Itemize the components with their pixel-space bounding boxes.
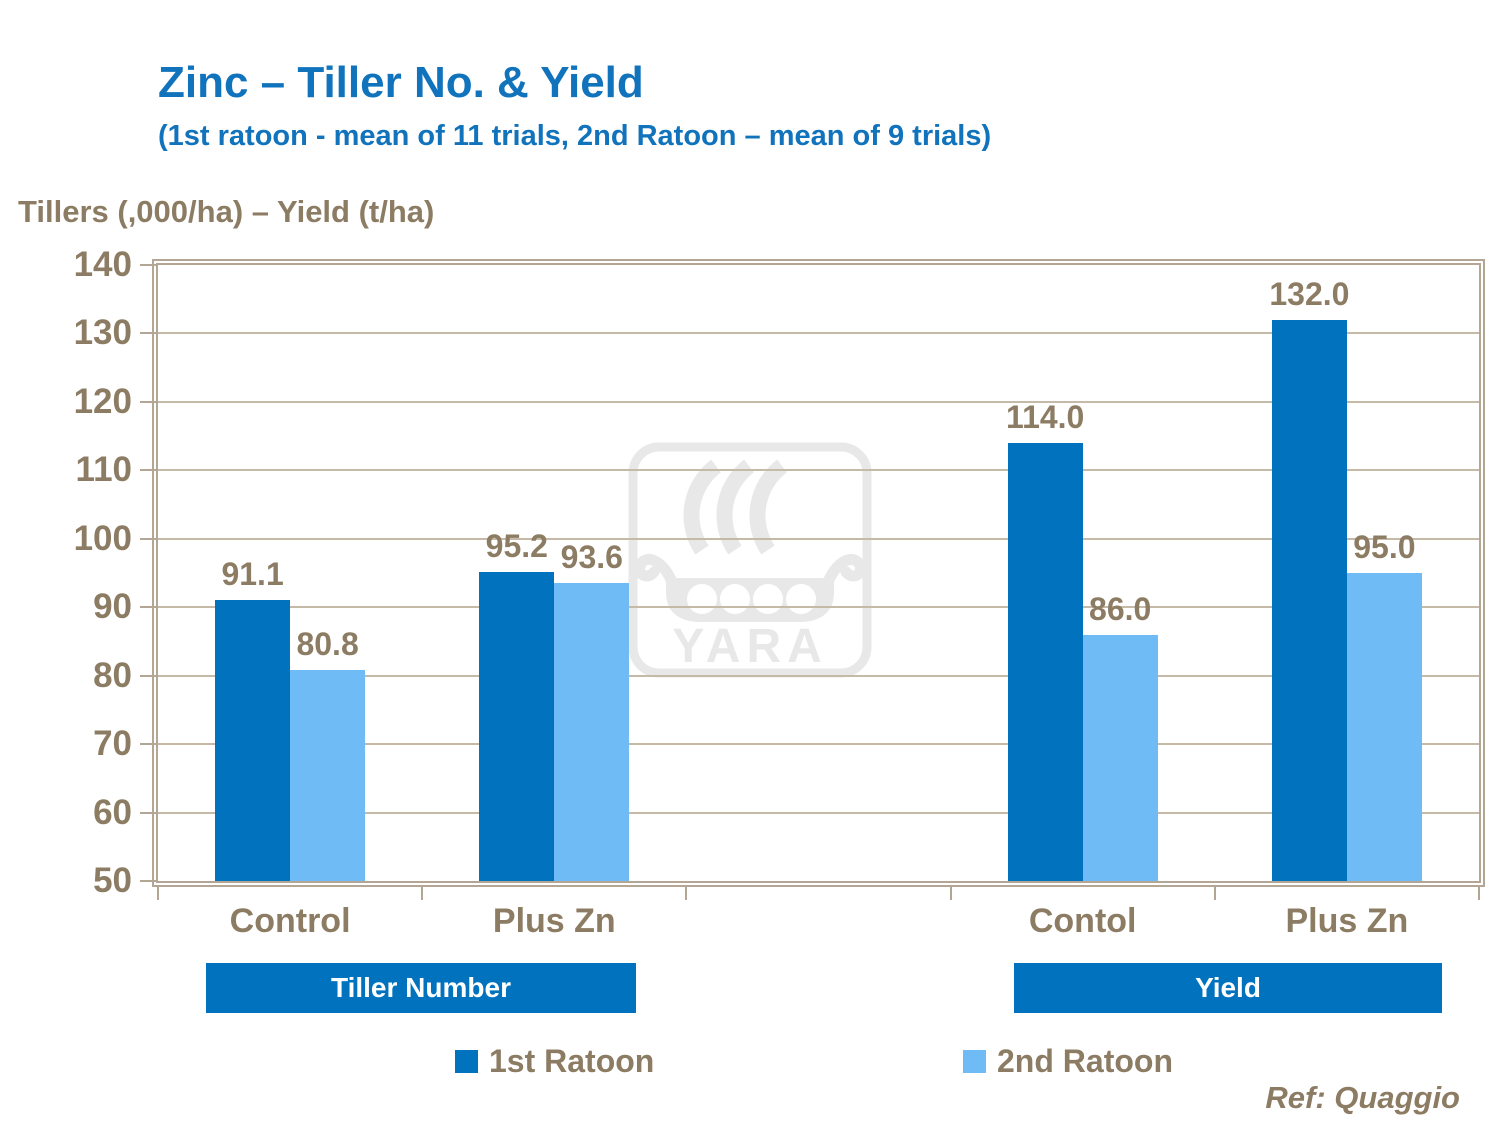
bar-1st-ratoon [215, 599, 291, 881]
x-tick-mark [949, 887, 952, 900]
y-tick-mark [140, 537, 158, 540]
gridline [158, 400, 1479, 403]
y-tick-label: 140 [73, 245, 132, 284]
page-title: Zinc – Tiller No. & Yield [158, 58, 644, 107]
y-tick-mark [140, 743, 158, 746]
bar-value-label: 91.1 [221, 555, 284, 592]
bar-1st-ratoon [1007, 442, 1083, 881]
y-axis-title: Tillers (,000/ha) – Yield (t/ha) [18, 194, 435, 229]
y-tick-label: 100 [73, 518, 132, 558]
gridline [158, 606, 1479, 609]
bar-2nd-ratoon [554, 582, 630, 881]
reference-text: Ref: Quaggio [1265, 1080, 1460, 1115]
watermark-border [628, 442, 872, 678]
category-label: Plus Zn [1285, 902, 1409, 940]
gridline [158, 469, 1479, 472]
bar-value-label: 95.2 [485, 527, 548, 564]
bar-value-label: 93.6 [560, 538, 623, 575]
section-banner-tiller-number: Tiller Number [206, 963, 636, 1013]
y-tick-mark [140, 811, 158, 814]
y-tick-mark [140, 264, 158, 266]
bar-2nd-ratoon [1346, 573, 1422, 881]
legend-swatch-2nd-ratoon [963, 1049, 986, 1073]
legend-entry-2nd-ratoon: 2nd Ratoon [963, 1042, 1173, 1080]
bar-1st-ratoon [1271, 319, 1347, 881]
bar-value-label: 86.0 [1089, 590, 1152, 627]
y-tick-label: 130 [73, 313, 132, 353]
x-tick-mark [157, 887, 159, 900]
legend-label-2nd-ratoon: 2nd Ratoon [997, 1042, 1173, 1079]
gridline [158, 332, 1479, 335]
section-banner-yield: Yield [1014, 963, 1442, 1013]
viking-ship-sails-icon [683, 459, 788, 555]
y-tick-label: 90 [93, 587, 132, 627]
y-tick-label: 50 [93, 861, 132, 900]
y-tick-label: 110 [75, 450, 132, 490]
gridline [158, 811, 1479, 814]
x-tick-mark [1213, 887, 1216, 900]
plot-area-background [158, 265, 1479, 881]
y-tick-mark [140, 880, 158, 882]
legend-label-1st-ratoon: 1st Ratoon [489, 1042, 655, 1079]
y-tick-label: 60 [93, 792, 132, 832]
bar-2nd-ratoon [1082, 634, 1158, 881]
gridline [158, 743, 1479, 746]
bar-value-label: 114.0 [1006, 398, 1085, 435]
category-label: Plus Zn [492, 902, 616, 940]
y-tick-label: 120 [73, 381, 132, 421]
viking-ship-hull-icon [634, 554, 866, 622]
legend-entry-1st-ratoon: 1st Ratoon [455, 1042, 654, 1080]
x-tick-mark [1478, 887, 1480, 900]
bar-2nd-ratoon [290, 670, 366, 881]
y-tick-mark [140, 332, 158, 335]
x-tick-mark [421, 887, 424, 900]
legend-swatch-1st-ratoon [455, 1049, 478, 1073]
y-tick-mark [140, 674, 158, 677]
y-tick-label: 80 [93, 655, 132, 695]
y-tick-label: 70 [93, 724, 132, 764]
x-tick-mark [685, 887, 688, 900]
bar-1st-ratoon [479, 571, 555, 881]
gridline [158, 674, 1479, 677]
gridline [158, 537, 1479, 540]
bar-value-label: 80.8 [296, 626, 359, 663]
page-subtitle: (1st ratoon - mean of 11 trials, 2nd Rat… [158, 120, 992, 152]
y-tick-mark [140, 606, 158, 609]
category-label: Control [229, 902, 351, 940]
bar-value-label: 95.0 [1353, 529, 1416, 565]
y-tick-mark [140, 400, 158, 403]
watermark-text: YARA [672, 620, 828, 673]
y-tick-mark [140, 469, 158, 472]
category-label: Contol [1028, 902, 1137, 940]
bar-value-label: 132.0 [1269, 275, 1350, 312]
